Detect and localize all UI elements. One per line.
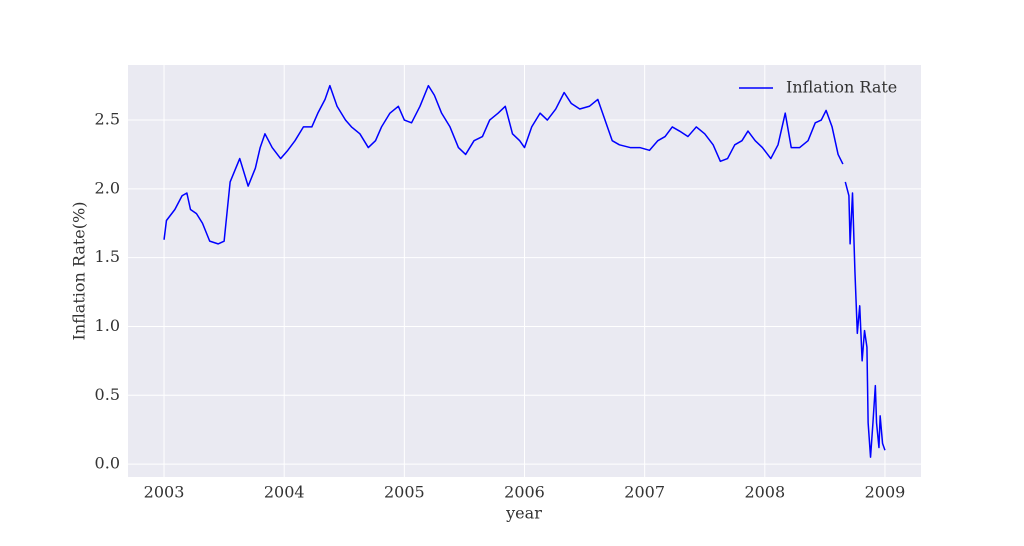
- y-axis-label: Inflation Rate(%): [70, 202, 89, 341]
- x-tick-label: 2007: [624, 483, 665, 502]
- x-tick-label: 2003: [144, 483, 185, 502]
- x-tick-label: 2004: [264, 483, 305, 502]
- y-tick-label: 0.0: [95, 454, 120, 473]
- data-line: [163, 84, 886, 458]
- grid: [128, 65, 921, 477]
- x-axis-label: year: [505, 504, 542, 523]
- x-tick-label: 2008: [744, 483, 785, 502]
- x-tick-label: 2009: [865, 483, 906, 502]
- marks: [163, 84, 886, 458]
- x-tick-label: 2005: [384, 483, 425, 502]
- y-tick-label: 2.5: [95, 110, 120, 129]
- x-tick-label: 2006: [504, 483, 545, 502]
- y-tick-label: 0.5: [95, 385, 120, 404]
- y-tick-label: 2.0: [95, 178, 120, 197]
- legend-label: Inflation Rate: [786, 78, 897, 97]
- y-tick-label: 1.5: [95, 247, 120, 266]
- y-tick-label: 1.0: [95, 316, 120, 335]
